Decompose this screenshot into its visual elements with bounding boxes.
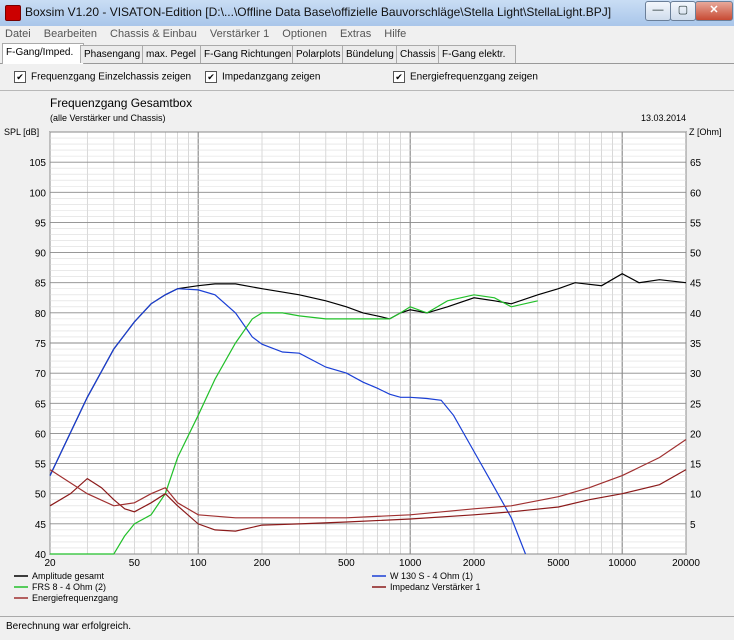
series-line-4 <box>49 469 687 532</box>
checkbox-energiefrequenzgang[interactable]: ✔ <box>393 71 405 83</box>
menu-extras[interactable]: Extras <box>340 28 372 40</box>
option-energiefrequenzgang-label: Energiefrequenzgang zeigen <box>410 71 538 83</box>
x-tick-label: 10000 <box>608 558 636 569</box>
status-text: Berechnung war erfolgreich. <box>6 621 132 632</box>
y-tick-label-left: 60 <box>35 429 47 440</box>
y-tick-label-right: 60 <box>690 188 702 199</box>
close-button[interactable]: ✕ <box>695 1 733 21</box>
legend-label: Amplitude gesamt <box>32 571 105 581</box>
y-tick-label-left: 45 <box>35 520 47 531</box>
options-bar: ✔ Frequenzgang Einzelchassis zeigen ✔ Impe… <box>0 64 734 91</box>
option-einzelchassis[interactable]: ✔ Frequenzgang Einzelchassis zeigen <box>14 71 191 83</box>
tab-fgang-imped[interactable]: F-Gang/Imped. <box>2 43 84 64</box>
legend-label: Impedanz Verstärker 1 <box>390 582 481 592</box>
x-tick-label: 200 <box>254 558 271 569</box>
option-einzelchassis-label: Frequenzgang Einzelchassis zeigen <box>31 71 192 83</box>
app-icon <box>5 5 21 21</box>
title-bar: Boxsim V1.20 - VISATON-Edition [D:\...\O… <box>0 0 734 27</box>
x-tick-label: 50 <box>129 558 141 569</box>
y-tick-label-left: 70 <box>35 369 47 380</box>
x-tick-label: 5000 <box>547 558 570 569</box>
y-axis-right-label: Z [Ohm] <box>689 127 722 137</box>
x-tick-label: 500 <box>338 558 355 569</box>
y-tick-label-right: 55 <box>690 218 702 229</box>
y-tick-label-left: 85 <box>35 279 47 290</box>
y-tick-label-right: 30 <box>690 369 702 380</box>
option-impedanzgang[interactable]: ✔ Impedanzgang zeigen <box>205 71 320 83</box>
minimize-button[interactable]: — <box>645 1 671 21</box>
tab-max-pegel[interactable]: max. Pegel <box>142 45 204 63</box>
x-tick-label: 100 <box>190 558 207 569</box>
x-tick-label: 20000 <box>672 558 700 569</box>
y-tick-label-right: 20 <box>690 429 702 440</box>
legend-label: FRS 8 - 4 Ohm (2) <box>32 582 106 592</box>
y-tick-label-right: 40 <box>690 309 702 320</box>
menu-hilfe[interactable]: Hilfe <box>384 28 407 40</box>
chart-date: 13.03.2014 <box>641 113 686 123</box>
y-tick-label-right: 35 <box>690 339 702 350</box>
y-tick-label-left: 65 <box>35 399 47 410</box>
y-tick-label-left: 40 <box>35 550 47 561</box>
legend-label: W 130 S - 4 Ohm (1) <box>390 571 473 581</box>
maximize-button[interactable]: ▢ <box>670 1 696 21</box>
window-title: Boxsim V1.20 - VISATON-Edition [D:\...\O… <box>25 5 612 19</box>
chart-ticks: 20 50 100 200 500 1000 2000 5000 10000 20000 40 45 5… <box>29 158 701 569</box>
chart-series <box>49 273 687 555</box>
y-tick-label-left: 100 <box>29 188 46 199</box>
y-tick-label-left: 105 <box>29 158 46 169</box>
y-tick-label-right: 45 <box>690 279 702 290</box>
y-tick-label-right: 25 <box>690 399 702 410</box>
y-tick-label-left: 95 <box>35 218 47 229</box>
x-tick-label: 20 <box>44 558 56 569</box>
menu-bearbeiten[interactable]: Bearbeiten <box>43 28 97 40</box>
series-line-2 <box>49 288 527 555</box>
series-line-3 <box>50 294 538 555</box>
y-tick-label-right: 50 <box>690 249 702 260</box>
menu-verstaerker[interactable]: Verstärker 1 <box>209 28 270 40</box>
tab-phasengang[interactable]: Phasengang <box>80 45 146 63</box>
y-tick-label-left: 90 <box>35 249 47 260</box>
y-tick-label-left: 80 <box>35 309 47 320</box>
option-impedanzgang-label: Impedanzgang zeigen <box>222 71 321 83</box>
chart-grid <box>49 131 687 555</box>
tab-chassis[interactable]: Chassis <box>396 45 442 63</box>
x-tick-label: 2000 <box>463 558 486 569</box>
x-tick-label: 1000 <box>399 558 422 569</box>
checkbox-impedanzgang[interactable]: ✔ <box>205 71 217 83</box>
frequency-response-chart: Frequenzgang Gesamtbox (alle Verstärker … <box>4 96 722 603</box>
menu-bar: Datei Bearbeiten Chassis & Einbau Verstä… <box>0 26 734 43</box>
tab-buendelung[interactable]: Bündelung <box>342 45 400 63</box>
chart-subtitle: (alle Verstärker und Chassis) <box>50 113 166 123</box>
y-tick-label-right: 10 <box>690 490 702 501</box>
legend-label: Energiefrequenzgang <box>32 593 118 603</box>
menu-optionen[interactable]: Optionen <box>282 28 327 40</box>
y-axis-left-label: SPL [dB] <box>4 127 39 137</box>
y-tick-label-right: 5 <box>690 520 696 531</box>
checkbox-einzelchassis[interactable]: ✔ <box>14 71 26 83</box>
chart-title: Frequenzgang Gesamtbox <box>50 96 192 110</box>
y-tick-label-left: 55 <box>35 460 47 471</box>
menu-chassis-einbau[interactable]: Chassis & Einbau <box>110 28 197 40</box>
series-line-5 <box>49 439 687 519</box>
status-bar: Berechnung war erfolgreich. <box>0 616 734 640</box>
tab-fgang-elektr[interactable]: F-Gang elektr. <box>438 45 516 63</box>
tab-fgang-richtungen[interactable]: F-Gang Richtungen <box>200 45 296 63</box>
y-tick-label-right: 15 <box>690 460 702 471</box>
y-tick-label-left: 75 <box>35 339 47 350</box>
tab-polarplots[interactable]: Polarplots <box>292 45 346 63</box>
option-energiefrequenzgang[interactable]: ✔ Energiefrequenzgang zeigen <box>393 71 538 83</box>
tab-bar: F-Gang/Imped. Phasengang max. Pegel F-Ga… <box>0 43 734 64</box>
y-tick-label-left: 50 <box>35 490 47 501</box>
menu-datei[interactable]: Datei <box>5 28 31 40</box>
y-tick-label-right: 65 <box>690 158 702 169</box>
